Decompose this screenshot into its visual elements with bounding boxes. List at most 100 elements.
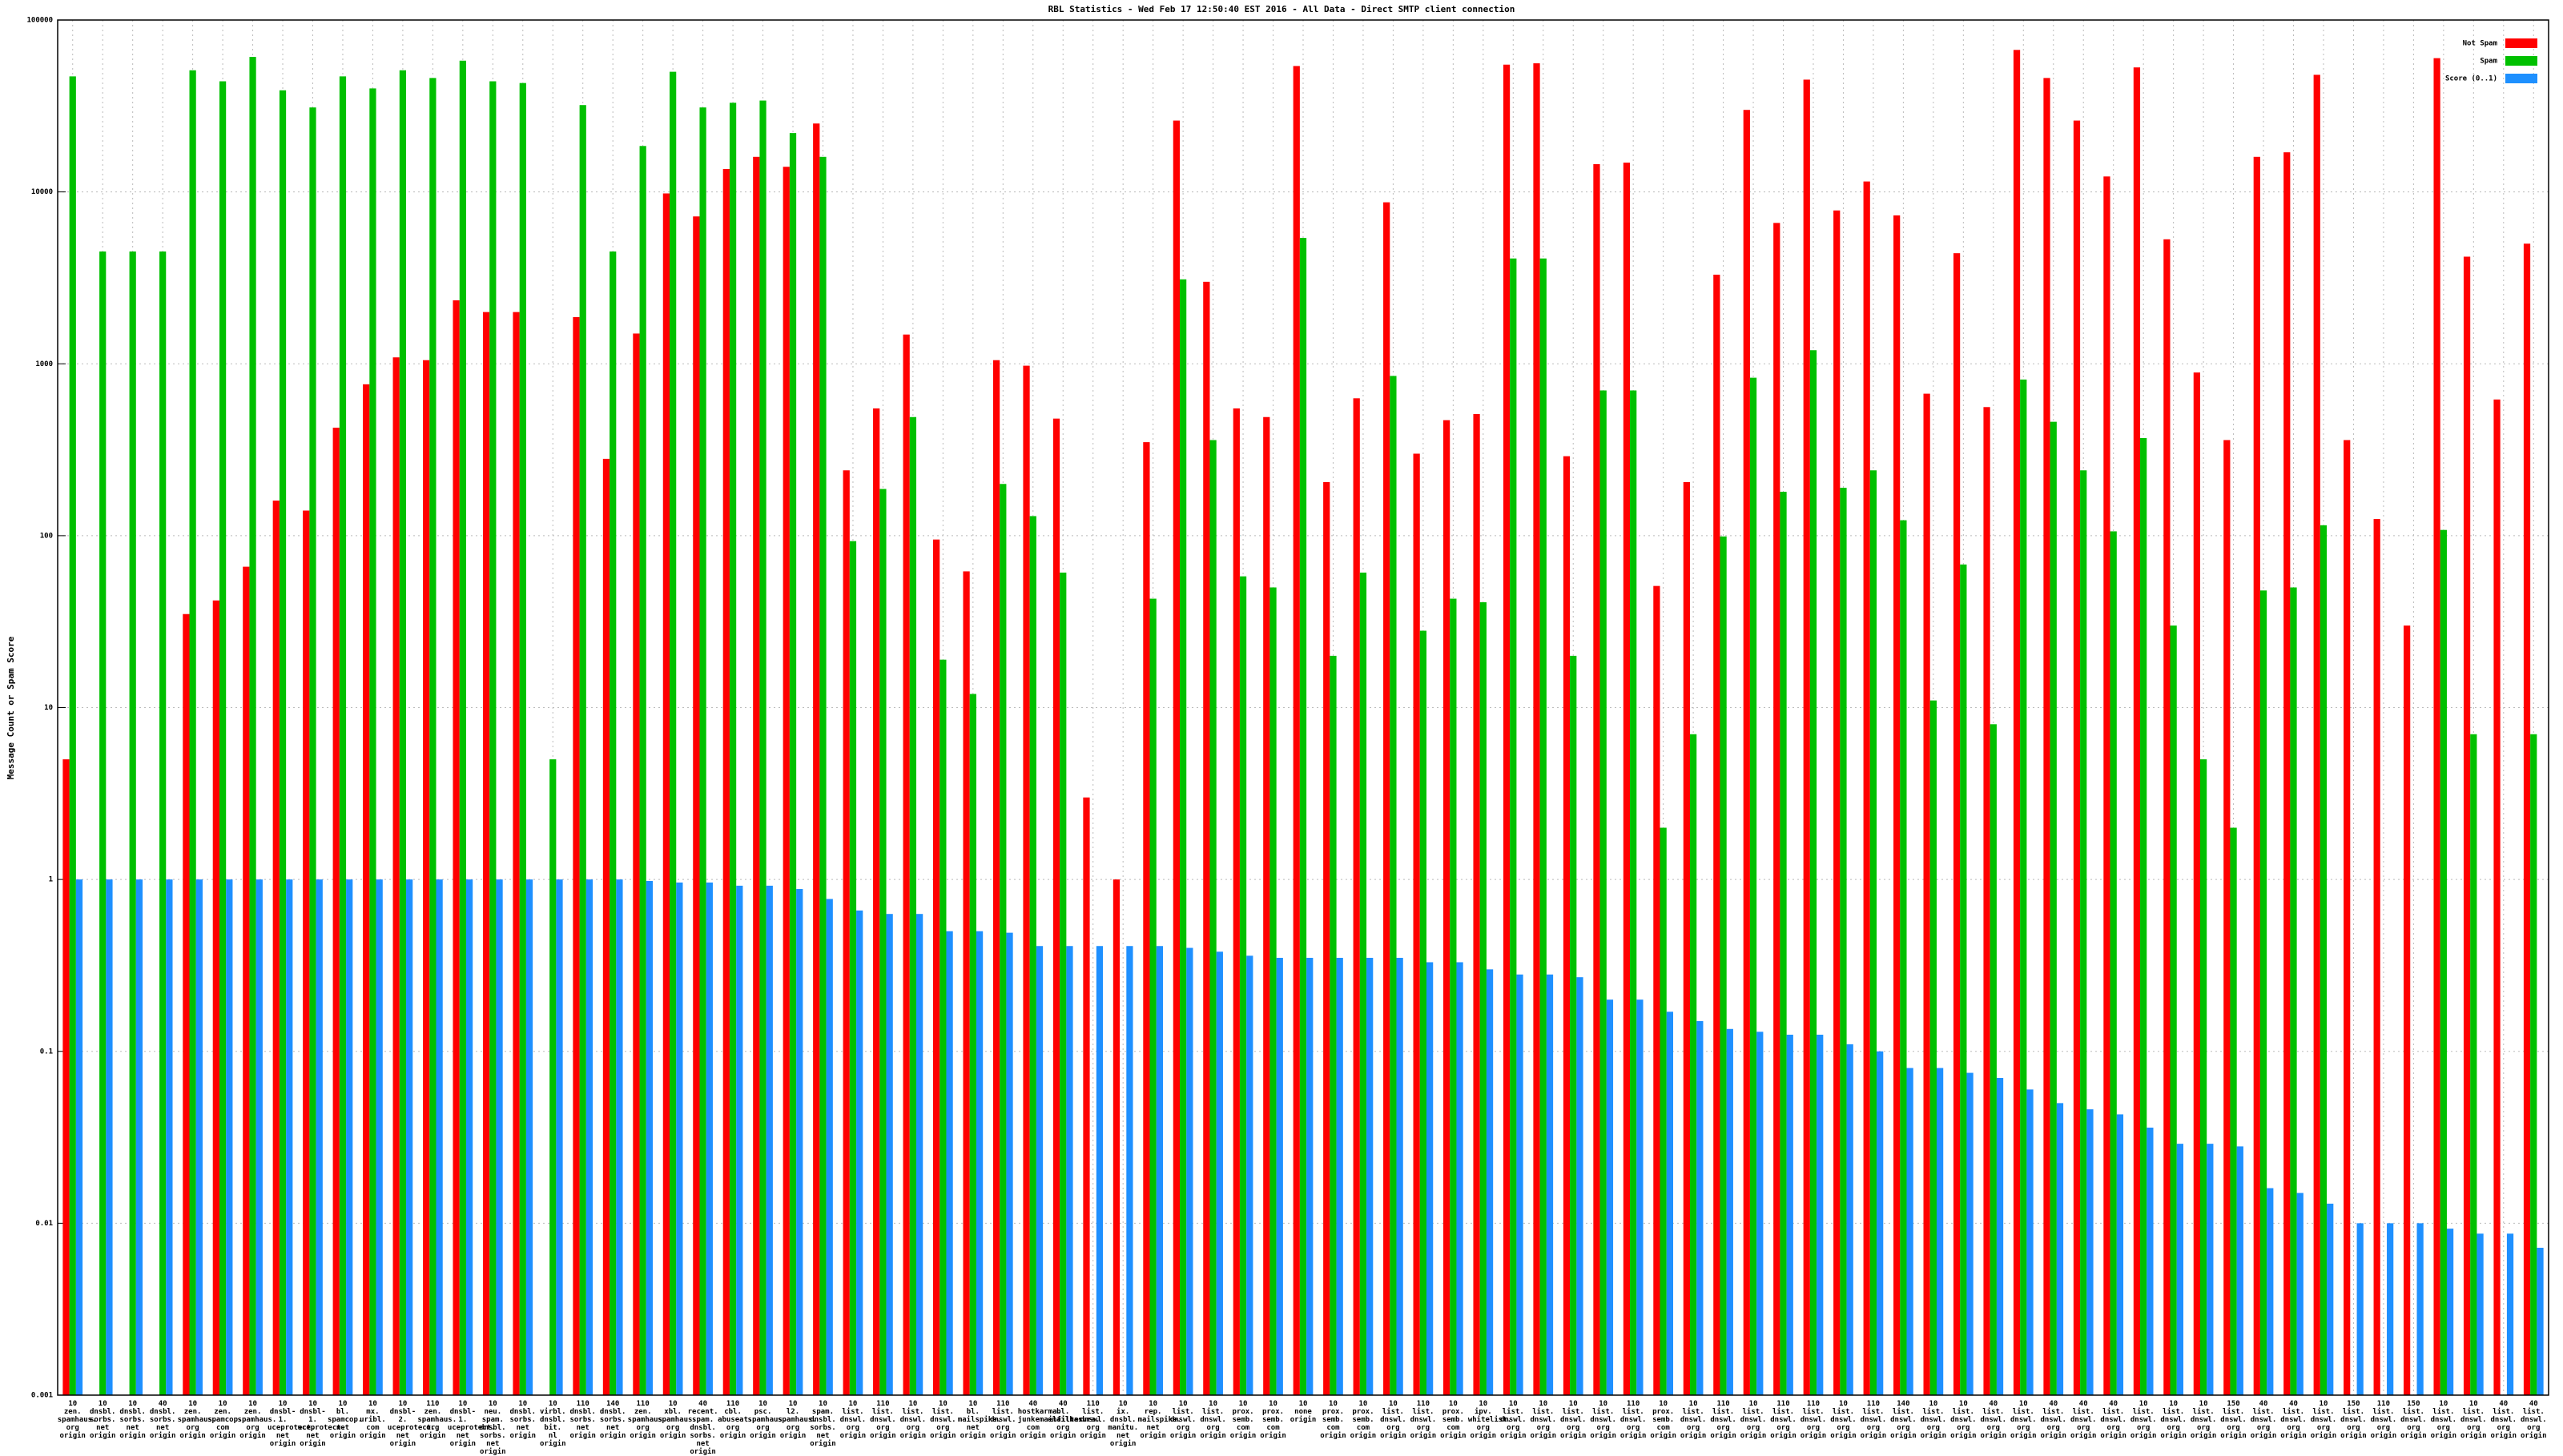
bar bbox=[549, 759, 557, 1395]
bar bbox=[693, 216, 700, 1396]
legend-label: Score (0..1) bbox=[2445, 75, 2497, 83]
bar bbox=[556, 879, 563, 1395]
bar bbox=[2446, 1229, 2454, 1395]
bar bbox=[1510, 258, 1517, 1396]
bar bbox=[573, 316, 580, 1395]
bar bbox=[243, 566, 250, 1395]
bar bbox=[2506, 1233, 2514, 1395]
bar bbox=[399, 70, 407, 1396]
x-tick-label: 10 xbl. spamhaus. org origin bbox=[658, 1400, 697, 1440]
bar bbox=[1383, 202, 1390, 1395]
plot-frame bbox=[57, 19, 2549, 1396]
bar bbox=[1576, 977, 1583, 1395]
bar bbox=[1803, 79, 1810, 1395]
x-tick-label: 10 list. dnswl. org origin bbox=[1380, 1400, 1406, 1440]
bar bbox=[1623, 163, 1631, 1396]
bar bbox=[1006, 932, 1013, 1395]
bar bbox=[1000, 484, 1007, 1396]
bar bbox=[2344, 440, 2351, 1396]
bar bbox=[1426, 962, 1434, 1395]
bar bbox=[1473, 414, 1480, 1396]
bar bbox=[2283, 152, 2291, 1395]
bar bbox=[496, 879, 503, 1395]
bar bbox=[2440, 529, 2447, 1395]
bar bbox=[1450, 598, 1457, 1395]
bar bbox=[1023, 365, 1030, 1396]
bar bbox=[2147, 1127, 2154, 1395]
bar bbox=[1713, 274, 1720, 1395]
x-tick-label: 10 spam. dnsbl. sorbs. net origin bbox=[810, 1400, 836, 1448]
bar bbox=[2530, 734, 2537, 1395]
bar bbox=[1149, 598, 1157, 1395]
bar bbox=[1353, 398, 1360, 1395]
x-tick-label: 110 zen. spamhaus. org origin bbox=[627, 1400, 667, 1440]
bar bbox=[1083, 797, 1090, 1395]
bar bbox=[1456, 962, 1463, 1395]
bar bbox=[1336, 957, 1343, 1395]
x-tick-label: 40 list. dnswl. org origin bbox=[2280, 1400, 2307, 1440]
x-tick-label: 10 list. dnswl. org origin bbox=[2310, 1400, 2337, 1440]
x-tick-label: 10 ipv. whitelist. org origin bbox=[1467, 1400, 1511, 1440]
bar bbox=[1203, 281, 1210, 1395]
bar bbox=[189, 70, 196, 1396]
bar bbox=[2110, 531, 2117, 1395]
bar bbox=[826, 899, 833, 1395]
bar bbox=[1923, 393, 1930, 1395]
bar bbox=[1900, 520, 1907, 1395]
bar bbox=[753, 156, 760, 1395]
bar bbox=[1689, 734, 1697, 1395]
x-tick-label: 10 dnsbl-2. uceprotect. net origin bbox=[387, 1400, 436, 1448]
bar bbox=[1173, 120, 1180, 1396]
bar bbox=[932, 539, 940, 1396]
bar bbox=[2290, 587, 2297, 1395]
bar bbox=[195, 879, 203, 1395]
bar bbox=[1246, 955, 1253, 1395]
x-tick-label: 10 prox. semb. com origin bbox=[1260, 1400, 1286, 1440]
bar bbox=[1066, 946, 1073, 1395]
x-tick-label: 110 list. dnswl. org origin bbox=[1619, 1400, 1647, 1440]
legend-swatch bbox=[2505, 38, 2537, 48]
x-tick-label: 110 list. dnswl. org origin bbox=[870, 1400, 896, 1440]
x-tick-label: 10 zen. spamhaus. org origin bbox=[57, 1400, 97, 1440]
x-tick-label: 10 ix. dnsbl. manitu. net origin bbox=[1108, 1400, 1139, 1448]
bar bbox=[2116, 1114, 2124, 1395]
bar bbox=[1269, 587, 1277, 1395]
bar bbox=[1599, 390, 1607, 1395]
x-tick-label: 10 list. dnswl. org origin bbox=[1680, 1400, 1707, 1440]
x-tick-label: 10 dnsbl. sorbs. net origin bbox=[119, 1400, 146, 1440]
x-tick-label: 40 dnsbl. sorbs. net origin bbox=[149, 1400, 176, 1440]
bar bbox=[1877, 1051, 1884, 1395]
x-tick-label: 10 l2. spamhaus. org origin bbox=[778, 1400, 817, 1440]
bar bbox=[2463, 256, 2471, 1395]
bar bbox=[729, 103, 737, 1395]
bar bbox=[639, 146, 646, 1396]
bar bbox=[2476, 1233, 2484, 1395]
bar bbox=[886, 914, 893, 1395]
x-tick-label: 10 dnsbl-1. uceprotect. net origin bbox=[447, 1400, 496, 1448]
x-tick-label: 110 list. dnswl. org origin bbox=[1770, 1400, 1797, 1440]
bar bbox=[2013, 50, 2021, 1395]
bar bbox=[1546, 974, 1554, 1395]
y-tick-label: 0.001 bbox=[31, 1392, 53, 1400]
bar bbox=[1630, 390, 1637, 1395]
bar bbox=[465, 879, 473, 1395]
bar bbox=[1186, 947, 1193, 1395]
bar bbox=[1696, 1020, 1704, 1395]
bar bbox=[1966, 1072, 1974, 1395]
bar bbox=[2170, 625, 2177, 1395]
x-tick-label: 10 list. dnswl. org origin bbox=[2130, 1400, 2157, 1440]
x-tick-label: 10 none origin bbox=[1290, 1400, 1317, 1424]
bar bbox=[2267, 1188, 2274, 1395]
bar bbox=[662, 193, 670, 1396]
bar bbox=[939, 659, 947, 1395]
bar bbox=[1156, 946, 1164, 1395]
bar bbox=[75, 879, 83, 1395]
x-tick-label: 10 list. dnswl. org origin bbox=[899, 1400, 927, 1440]
bar bbox=[1516, 974, 1523, 1395]
bar bbox=[1486, 969, 1494, 1395]
x-tick-label: 140 list. dnswl. org origin bbox=[1890, 1400, 1917, 1440]
bar bbox=[1983, 407, 1990, 1395]
bar bbox=[392, 357, 400, 1396]
bar bbox=[2026, 1089, 2034, 1395]
